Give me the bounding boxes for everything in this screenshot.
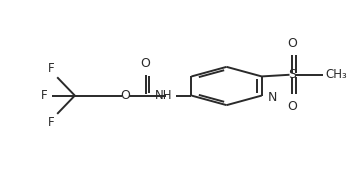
Text: F: F bbox=[41, 89, 47, 102]
Text: F: F bbox=[48, 62, 54, 75]
Text: O: O bbox=[120, 89, 130, 102]
Text: O: O bbox=[141, 57, 151, 70]
Text: F: F bbox=[48, 116, 54, 129]
Text: NH: NH bbox=[155, 89, 172, 102]
Text: N: N bbox=[267, 91, 277, 104]
Text: O: O bbox=[287, 37, 297, 50]
Text: CH₃: CH₃ bbox=[325, 68, 347, 81]
Text: O: O bbox=[287, 100, 297, 113]
Text: S: S bbox=[288, 68, 296, 81]
